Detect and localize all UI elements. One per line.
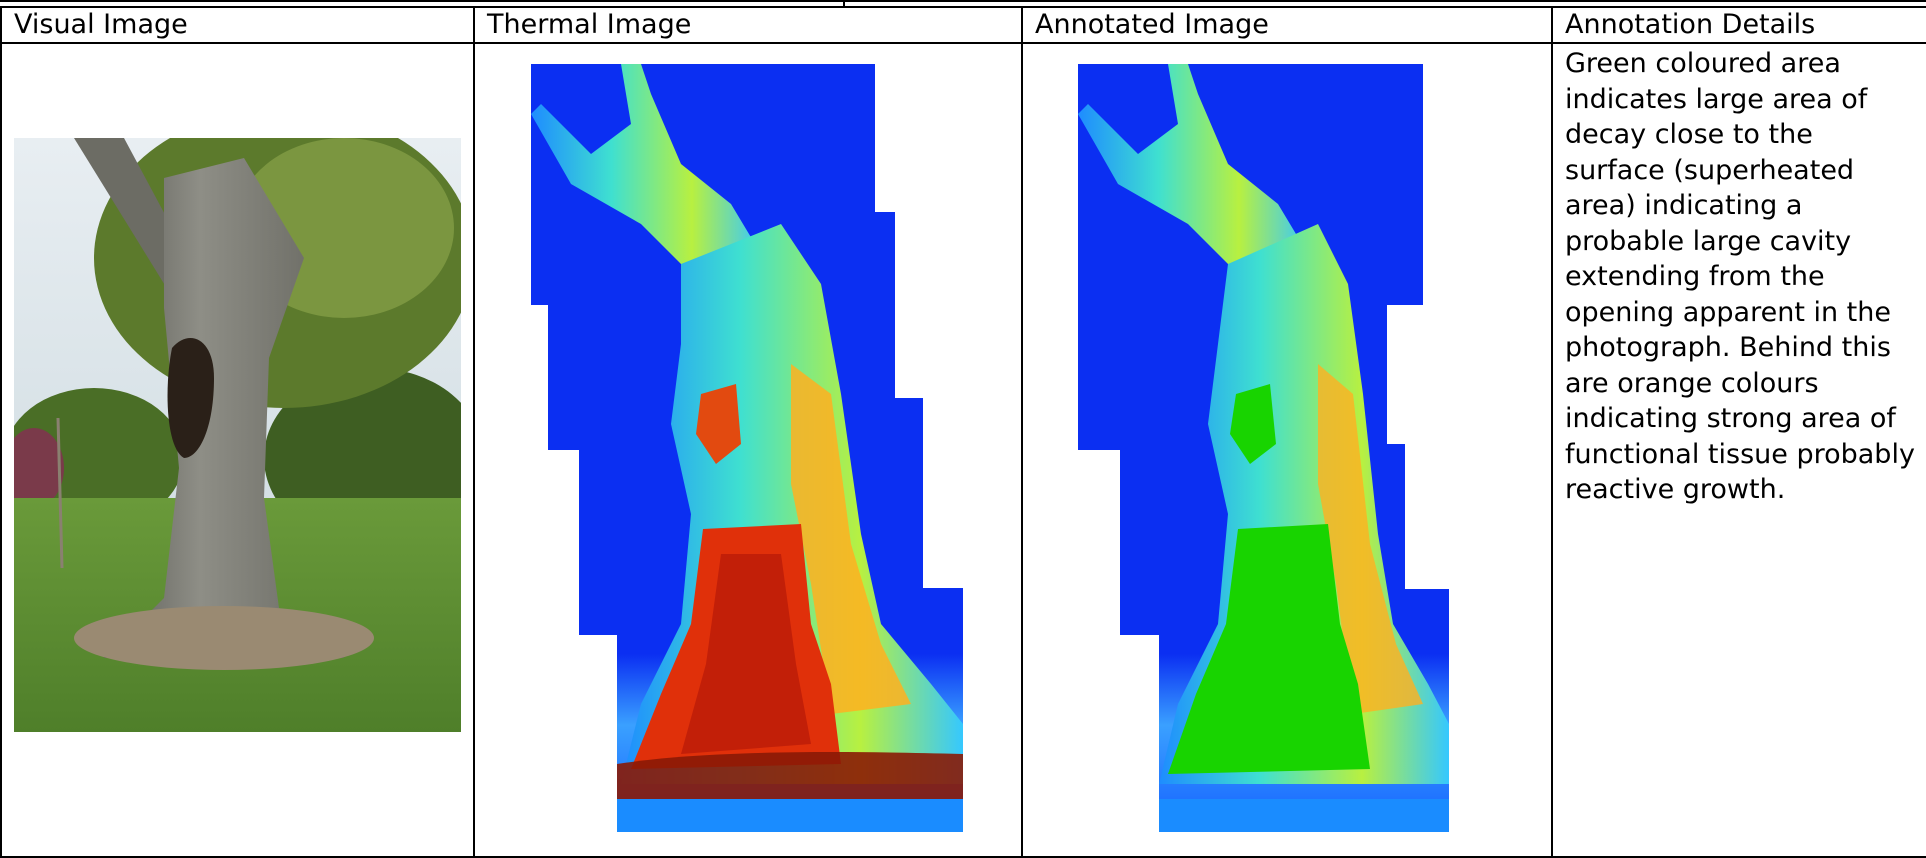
annotated-image-cell: [1021, 42, 1553, 858]
header-visual-image: Visual Image: [0, 6, 475, 44]
annotated-warm-zone: [1318, 364, 1423, 714]
thermal-branch: [531, 64, 761, 314]
content-row: Green coloured area indicates large area…: [0, 42, 1926, 858]
visual-image-cell: [0, 42, 475, 858]
thermal-hot-core: [681, 554, 811, 754]
annotation-table: Visual Image Thermal Image Annotated Ima…: [0, 6, 1926, 858]
photo-sapling: [56, 417, 64, 569]
annotated-decay-zone: [1168, 524, 1370, 774]
photo-root-flare: [74, 606, 374, 670]
thermal-ground-speckle: [617, 799, 963, 832]
photo-trunk: [104, 158, 344, 658]
annotation-details-text: Green coloured area indicates large area…: [1565, 48, 1915, 505]
header-row: Visual Image Thermal Image Annotated Ima…: [0, 6, 1926, 44]
top-rule-tick: [843, 2, 845, 8]
annotation-details-cell: Green coloured area indicates large area…: [1551, 42, 1926, 858]
annotated-ground-speckle: [1159, 799, 1449, 832]
photo-foliage-red: [14, 428, 64, 508]
top-rule: [0, 0, 1926, 8]
thermal-warm-zone: [791, 364, 911, 714]
visual-photo: [14, 138, 461, 732]
annotated-thermal-image: [1078, 64, 1449, 832]
thermal-image-cell: [473, 42, 1023, 858]
header-thermal-image: Thermal Image: [473, 6, 1023, 44]
header-annotation-details: Annotation Details: [1551, 6, 1926, 44]
thermal-root-base: [617, 752, 963, 799]
photo-cavity: [167, 338, 214, 458]
annotated-decay-spot: [1230, 384, 1276, 464]
header-annotated-image: Annotated Image: [1021, 6, 1553, 44]
thermal-cavity-spot: [696, 384, 741, 464]
thermal-image: [531, 64, 963, 832]
annotated-branch: [1078, 64, 1308, 314]
